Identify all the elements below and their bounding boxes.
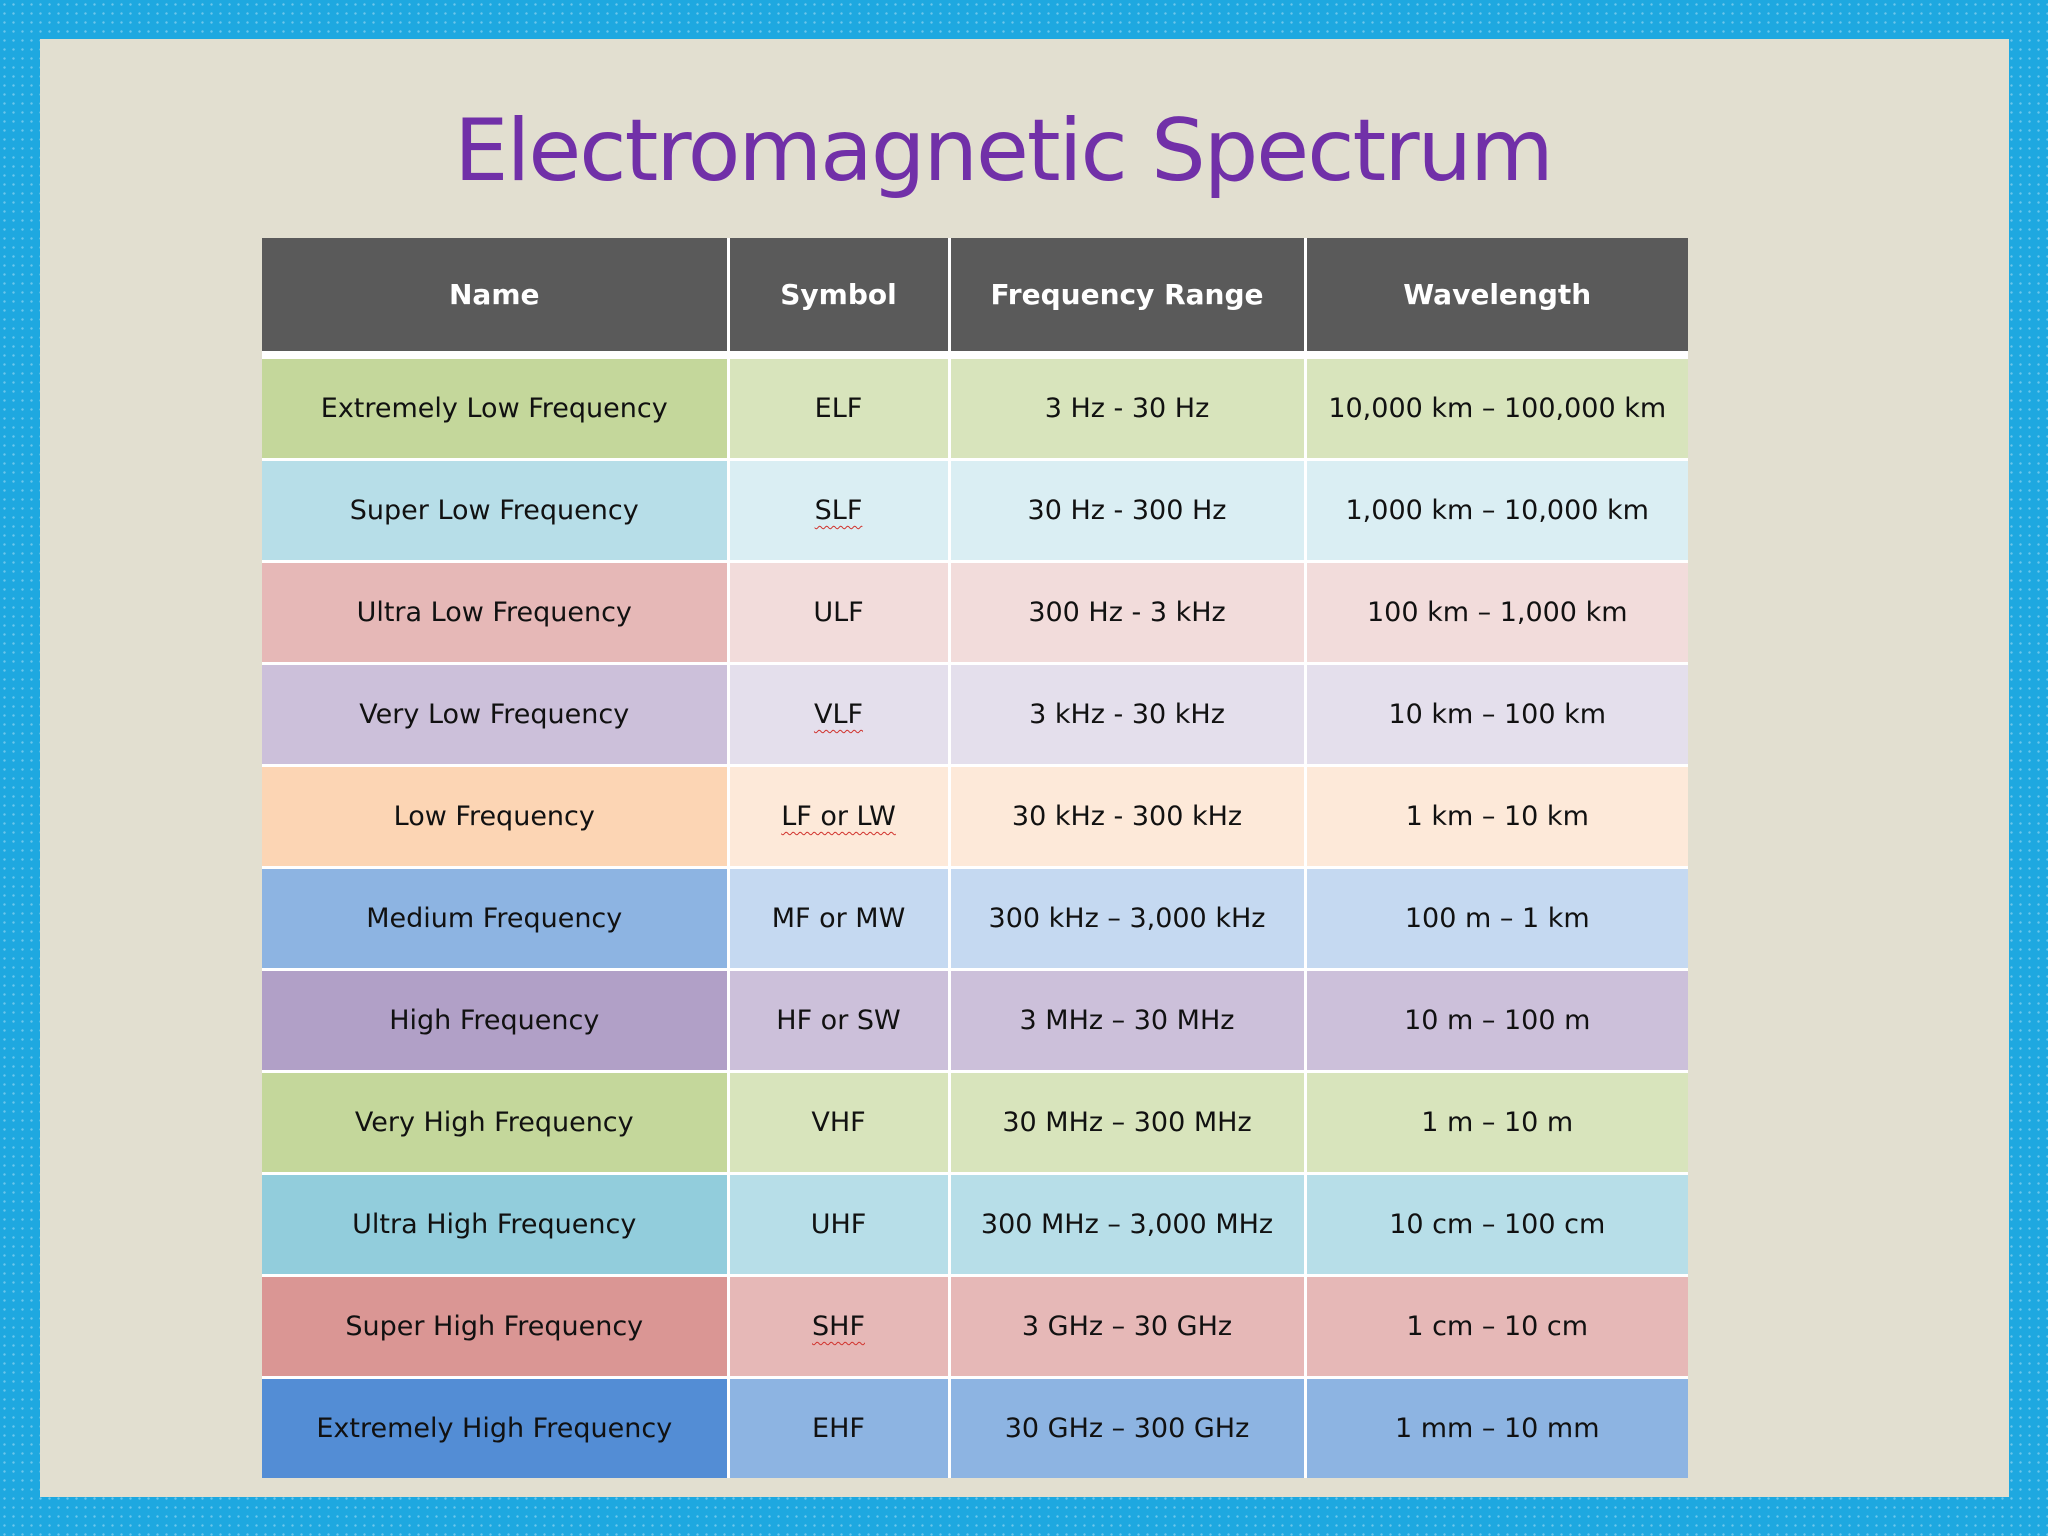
cell-frequency: 30 MHz – 300 MHz [947, 1070, 1305, 1174]
spectrum-table: Name Symbol Frequency Range Wavelength E… [262, 238, 1688, 1478]
cell-symbol: VHF [726, 1070, 949, 1174]
table-row: Super High Frequency SHF 3 GHz – 30 GHz … [262, 1274, 1688, 1378]
cell-symbol-text: UHF [810, 1209, 867, 1240]
cell-name: Very Low Frequency [262, 662, 728, 766]
cell-symbol: UHF [726, 1172, 949, 1276]
table-row: Low Frequency LF or LW 30 kHz - 300 kHz … [262, 764, 1688, 868]
cell-wavelength: 1 cm – 10 cm [1303, 1274, 1688, 1378]
cell-symbol: SLF [726, 458, 949, 562]
cell-symbol-text: EHF [812, 1413, 865, 1444]
cell-name: Super Low Frequency [262, 458, 728, 562]
cell-frequency: 300 Hz - 3 kHz [947, 560, 1305, 664]
table-row: Extremely High Frequency EHF 30 GHz – 30… [262, 1376, 1688, 1478]
cell-name: Low Frequency [262, 764, 728, 868]
cell-symbol: HF or SW [726, 968, 949, 1072]
cell-symbol-text: LF or LW [781, 801, 896, 832]
cell-name: Super High Frequency [262, 1274, 728, 1378]
cell-wavelength: 10,000 km – 100,000 km [1303, 355, 1688, 460]
cell-wavelength: 100 km – 1,000 km [1303, 560, 1688, 664]
cell-frequency: 30 Hz - 300 Hz [947, 458, 1305, 562]
cell-frequency: 3 MHz – 30 MHz [947, 968, 1305, 1072]
cell-symbol: ELF [726, 355, 949, 460]
cell-name: Ultra High Frequency [262, 1172, 728, 1276]
cell-symbol-text: VHF [811, 1107, 866, 1138]
header-wavelength: Wavelength [1303, 238, 1688, 359]
cell-wavelength: 10 km – 100 km [1303, 662, 1688, 766]
cell-name: Very High Frequency [262, 1070, 728, 1174]
cell-symbol: MF or MW [726, 866, 949, 970]
cell-frequency: 30 GHz – 300 GHz [947, 1376, 1305, 1478]
cell-frequency: 300 MHz – 3,000 MHz [947, 1172, 1305, 1276]
cell-frequency: 3 GHz – 30 GHz [947, 1274, 1305, 1378]
cell-name: Ultra Low Frequency [262, 560, 728, 664]
cell-wavelength: 10 cm – 100 cm [1303, 1172, 1688, 1276]
header-name: Name [262, 238, 728, 359]
table-row: Ultra Low Frequency ULF 300 Hz - 3 kHz 1… [262, 560, 1688, 664]
cell-symbol: LF or LW [726, 764, 949, 868]
cell-symbol-text: VLF [813, 699, 864, 730]
cell-frequency: 3 Hz - 30 Hz [947, 355, 1305, 460]
cell-symbol-text: SLF [814, 495, 863, 526]
cell-frequency: 30 kHz - 300 kHz [947, 764, 1305, 868]
table-row: Ultra High Frequency UHF 300 MHz – 3,000… [262, 1172, 1688, 1276]
cell-wavelength: 1 km – 10 km [1303, 764, 1688, 868]
cell-symbol: VLF [726, 662, 949, 766]
cell-symbol-text: ULF [813, 597, 864, 628]
cell-name: Extremely Low Frequency [262, 355, 728, 460]
cell-frequency: 3 kHz - 30 kHz [947, 662, 1305, 766]
table-row: Very Low Frequency VLF 3 kHz - 30 kHz 10… [262, 662, 1688, 766]
cell-symbol: ULF [726, 560, 949, 664]
cell-wavelength: 1 mm – 10 mm [1303, 1376, 1688, 1478]
cell-wavelength: 10 m – 100 m [1303, 968, 1688, 1072]
table-header-row: Name Symbol Frequency Range Wavelength [262, 238, 1688, 359]
cell-symbol-text: MF or MW [771, 903, 906, 934]
table-row: Super Low Frequency SLF 30 Hz - 300 Hz 1… [262, 458, 1688, 562]
cell-wavelength: 1 m – 10 m [1303, 1070, 1688, 1174]
cell-name: High Frequency [262, 968, 728, 1072]
cell-symbol: SHF [726, 1274, 949, 1378]
cell-symbol-text: SHF [812, 1311, 865, 1342]
cell-symbol-text: HF or SW [776, 1005, 901, 1036]
table-row: Medium Frequency MF or MW 300 kHz – 3,00… [262, 866, 1688, 970]
cell-symbol-text: ELF [814, 393, 863, 424]
cell-name: Extremely High Frequency [262, 1376, 728, 1478]
table-row: Very High Frequency VHF 30 MHz – 300 MHz… [262, 1070, 1688, 1174]
header-frequency-range: Frequency Range [947, 238, 1305, 359]
cell-symbol: EHF [726, 1376, 949, 1478]
cell-name: Medium Frequency [262, 866, 728, 970]
cell-wavelength: 1,000 km – 10,000 km [1303, 458, 1688, 562]
table-row: High Frequency HF or SW 3 MHz – 30 MHz 1… [262, 968, 1688, 1072]
table-row: Extremely Low Frequency ELF 3 Hz - 30 Hz… [262, 355, 1688, 460]
slide-title: Electromagnetic Spectrum [454, 101, 1554, 201]
header-symbol: Symbol [726, 238, 949, 359]
cell-wavelength: 100 m – 1 km [1303, 866, 1688, 970]
cell-frequency: 300 kHz – 3,000 kHz [947, 866, 1305, 970]
